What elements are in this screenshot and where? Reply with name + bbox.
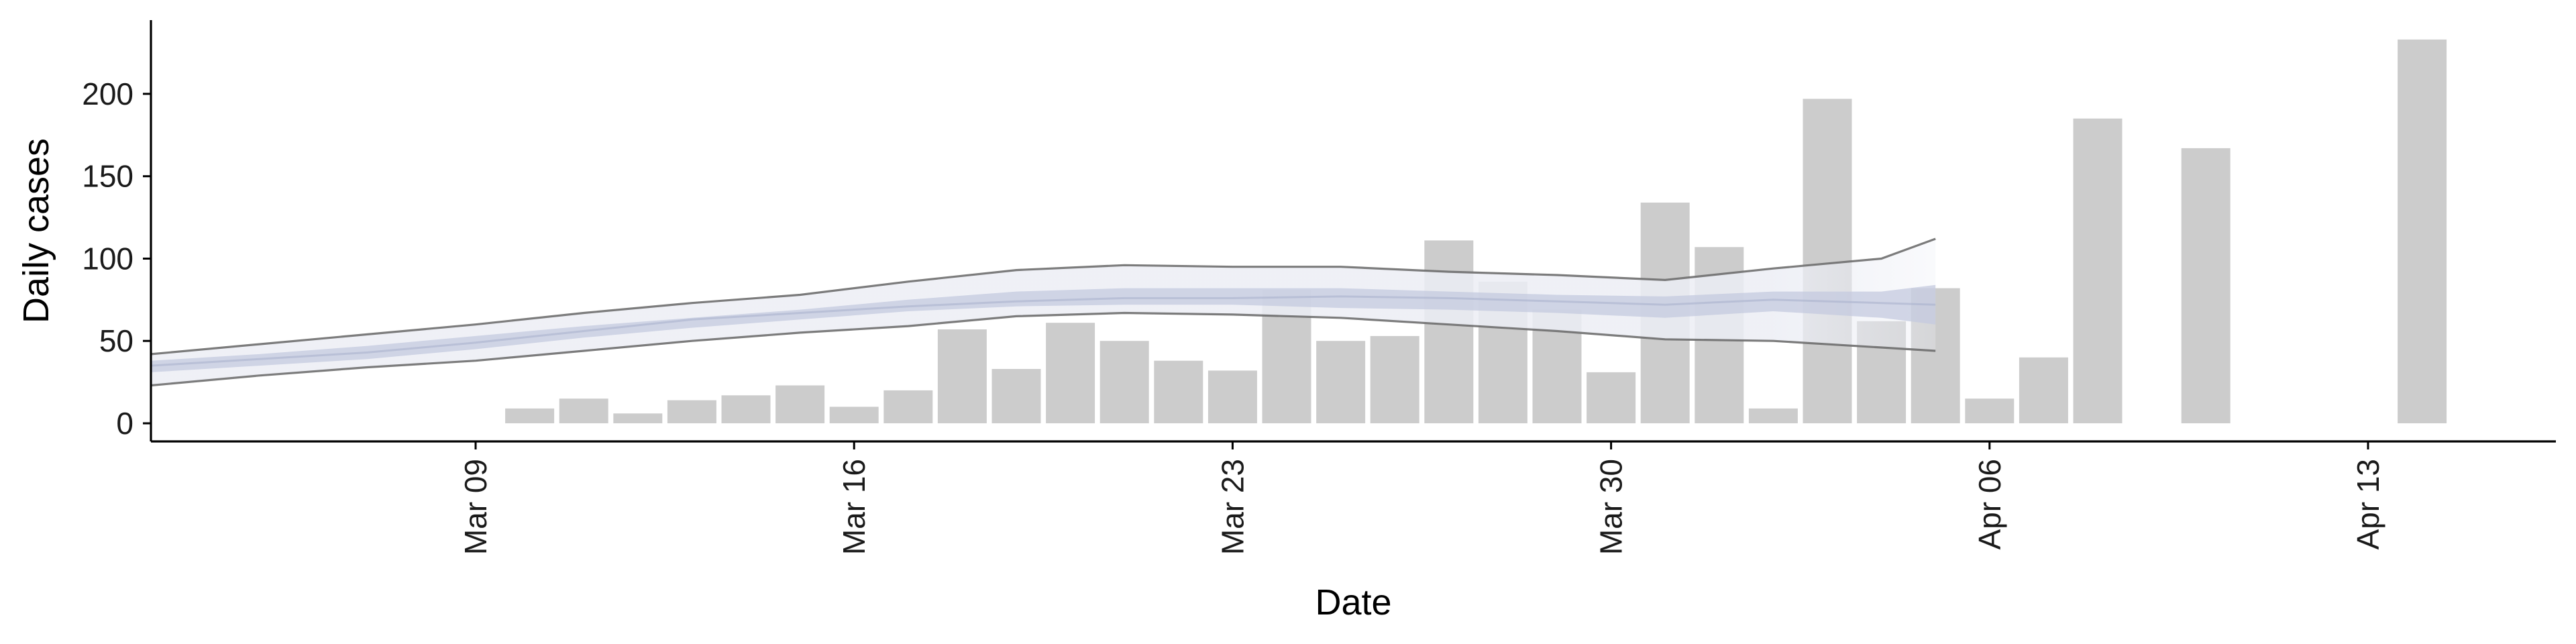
y-tick-label: 200 [82,76,133,111]
bar [1316,341,1366,423]
bar [2019,357,2068,423]
y-axis-title: Daily cases [16,138,56,323]
bar [721,395,771,423]
bar [667,400,716,423]
bar [937,329,987,423]
bar [2181,148,2231,423]
inner-interval [151,284,1936,372]
x-axis-ticks: Mar 09 Mar 16 Mar 23 Mar 30 Apr 06 Apr 13 [458,441,2385,555]
bar [1099,341,1149,423]
y-tick-label: 150 [82,159,133,194]
bar [1587,372,1636,423]
bar [505,408,555,423]
median-line [151,295,1936,367]
x-tick-label: Mar 23 [1215,459,1250,555]
bar [2073,118,2123,423]
bar [559,398,608,423]
bar [829,407,879,423]
bar [883,390,933,423]
y-axis-ticks: 0 50 100 150 200 [82,76,151,441]
x-axis-title: Date [1315,582,1391,623]
bar [1424,240,1474,423]
bar [1965,398,2015,423]
bar [775,385,825,423]
estimate-band [151,237,1936,387]
bar [1208,370,1257,423]
x-tick-label: Mar 16 [837,459,871,555]
bar [2398,39,2447,423]
x-tick-label: Apr 13 [2351,459,2385,550]
bar [1154,360,1203,423]
bar [613,413,663,423]
axes [150,20,2556,443]
y-tick-label: 0 [116,406,133,441]
lower-bound-line [151,311,1936,387]
x-tick-label: Mar 09 [458,459,493,555]
bar [1748,408,1798,423]
x-tick-label: Apr 06 [1972,459,2007,550]
bars [505,39,2447,424]
bar [991,369,1041,423]
y-tick-label: 100 [82,241,133,276]
bar [1046,323,1095,423]
x-tick-label: Mar 30 [1594,459,1629,555]
y-tick-label: 50 [99,323,133,358]
upper-bound-line [151,237,1936,356]
bar [1370,335,1419,423]
